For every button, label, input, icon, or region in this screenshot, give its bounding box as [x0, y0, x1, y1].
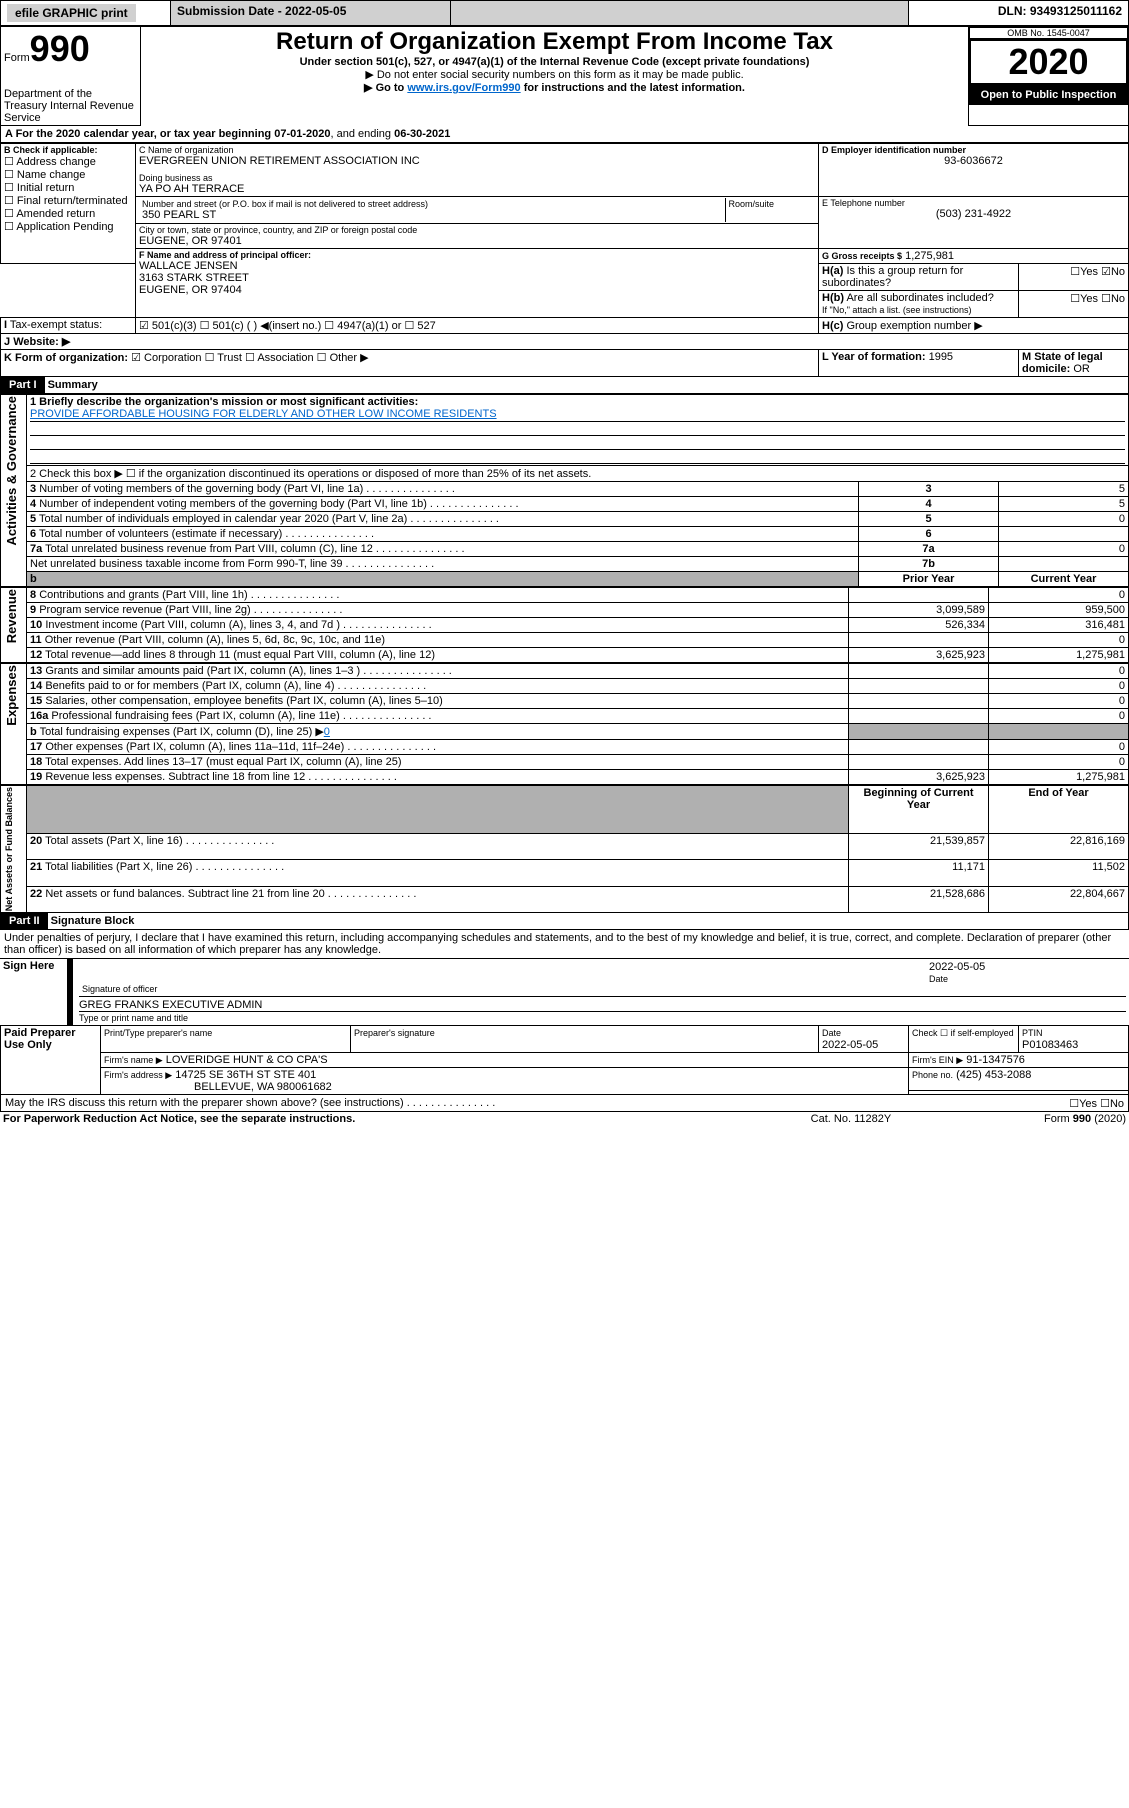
- footer-mid: Cat. No. 11282Y: [759, 1112, 942, 1126]
- net-assets-section: Net Assets or Fund Balances Beginning of…: [0, 785, 1129, 913]
- revenue-section: Revenue 8 Contributions and grants (Part…: [0, 587, 1129, 663]
- phone: (503) 231-4922: [822, 208, 1125, 220]
- officer-addr1: 3163 STARK STREET: [139, 272, 815, 284]
- paid-preparer-block: Paid Preparer Use Only Print/Type prepar…: [0, 1025, 1129, 1095]
- part2-title: Signature Block: [51, 915, 135, 927]
- paid-preparer-label: Paid Preparer Use Only: [1, 1026, 101, 1095]
- form-title: Return of Organization Exempt From Incom…: [144, 28, 965, 56]
- part1-tag: Part I: [1, 377, 45, 393]
- omb-no: OMB No. 1545-0047: [969, 27, 1128, 39]
- sign-here-block: Sign Here Signature of officer 2022-05-0…: [0, 958, 1129, 1025]
- checkbox-address-change[interactable]: ☐ Address change: [4, 155, 132, 168]
- footer-right: Form 990 (2020): [943, 1112, 1129, 1126]
- instructions-link-line: ▶ Go to www.irs.gov/Form990 for instruct…: [144, 81, 965, 94]
- identity-block: B Check if applicable: ☐ Address change …: [0, 143, 1129, 377]
- checkbox-initial-return[interactable]: ☐ Initial return: [4, 181, 132, 194]
- part1-title: Summary: [48, 379, 98, 391]
- form-label: Form: [4, 52, 30, 64]
- dba-label: Doing business as: [139, 173, 815, 183]
- top-bar: efile GRAPHIC print Submission Date - 20…: [0, 0, 1129, 26]
- checkbox-name-change[interactable]: ☐ Name change: [4, 168, 132, 181]
- perjury-text: Under penalties of perjury, I declare th…: [0, 930, 1129, 958]
- efile-print-button[interactable]: efile GRAPHIC print: [7, 4, 136, 22]
- discuss-line: May the IRS discuss this return with the…: [0, 1095, 1129, 1112]
- phone-label: E Telephone number: [822, 198, 1125, 208]
- subtitle: Under section 501(c), 527, or 4947(a)(1)…: [144, 56, 965, 68]
- signer-name: GREG FRANKS EXECUTIVE ADMIN: [79, 999, 1126, 1011]
- tax-period: A For the 2020 calendar year, or tax yea…: [0, 126, 1129, 143]
- city-label: City or town, state or province, country…: [139, 225, 815, 235]
- gross-amount: 1,275,981: [905, 250, 954, 262]
- form-number: 990: [30, 28, 90, 69]
- officer-addr2: EUGENE, OR 97404: [139, 284, 815, 296]
- sign-here-label: Sign Here: [0, 959, 70, 1026]
- header-block: Form990 Department of the Treasury Inter…: [0, 26, 1129, 126]
- side-net-assets: Net Assets or Fund Balances: [4, 787, 14, 911]
- dept-treasury: Department of the Treasury Internal Reve…: [4, 88, 137, 124]
- gross-label: G Gross receipts $: [822, 251, 902, 261]
- officer-label: F Name and address of principal officer:: [139, 250, 815, 260]
- officer-name: WALLACE JENSEN: [139, 260, 815, 272]
- street: 350 PEARL ST: [142, 209, 722, 221]
- dln: DLN: 93493125011162: [909, 1, 1129, 26]
- ein: 93-6036672: [822, 155, 1125, 167]
- checkbox-amended[interactable]: ☐ Amended return: [4, 207, 132, 220]
- side-activities: Activities & Governance: [4, 396, 19, 546]
- q2: 2 Check this box ▶ ☐ if the organization…: [27, 466, 1129, 482]
- part2-tag: Part II: [1, 913, 48, 929]
- q1: 1 Briefly describe the organization's mi…: [30, 396, 1125, 408]
- org-name-label: C Name of organization: [139, 145, 815, 155]
- box-b-label: B Check if applicable:: [4, 145, 132, 155]
- dba: YA PO AH TERRACE: [139, 183, 815, 195]
- irs-link[interactable]: www.irs.gov/Form990: [407, 82, 520, 94]
- mission-text[interactable]: PROVIDE AFFORDABLE HOUSING FOR ELDERLY A…: [30, 408, 497, 420]
- org-name: EVERGREEN UNION RETIREMENT ASSOCIATION I…: [139, 155, 815, 167]
- city: EUGENE, OR 97401: [139, 235, 815, 247]
- side-expenses: Expenses: [4, 665, 19, 726]
- room-label: Room/suite: [729, 199, 813, 209]
- submission-date: Submission Date - 2022-05-05: [171, 1, 451, 26]
- street-label: Number and street (or P.O. box if mail i…: [142, 199, 722, 209]
- activities-governance: Activities & Governance 1 Briefly descri…: [0, 394, 1129, 587]
- ein-label: D Employer identification number: [822, 145, 1125, 155]
- open-to-public: Open to Public Inspection: [969, 85, 1128, 105]
- side-revenue: Revenue: [4, 589, 19, 643]
- checkbox-final-return[interactable]: ☐ Final return/terminated: [4, 194, 132, 207]
- checkbox-app-pending[interactable]: ☐ Application Pending: [4, 220, 132, 233]
- expenses-section: Expenses 13 Grants and similar amounts p…: [0, 663, 1129, 785]
- tax-year: 2020: [969, 39, 1128, 85]
- footer-left: For Paperwork Reduction Act Notice, see …: [0, 1112, 759, 1126]
- ssn-warning: ▶ Do not enter social security numbers o…: [144, 68, 965, 81]
